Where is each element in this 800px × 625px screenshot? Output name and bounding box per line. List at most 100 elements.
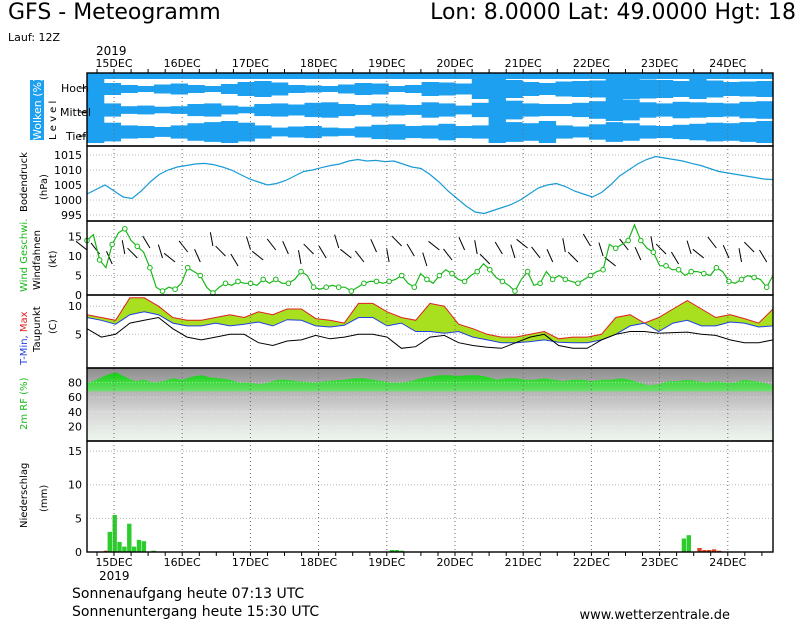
cloud-cell	[505, 100, 523, 120]
wind-speed-marker	[549, 276, 556, 283]
cloud-cell	[739, 122, 757, 142]
year-label-top: 2019	[96, 44, 127, 58]
pressure-line	[86, 155, 774, 215]
cloud-cell	[404, 105, 423, 115]
wind-speed-marker	[285, 280, 292, 287]
cloud-cell	[572, 81, 590, 97]
cloud-cell	[455, 126, 473, 139]
cloud-cell	[170, 125, 188, 139]
cloud-cell	[388, 86, 406, 92]
wind-unit: (kt)	[48, 250, 59, 268]
wind-barb	[567, 251, 579, 263]
humidity-tick-label: 80	[68, 377, 82, 390]
pressure-tick-label: 1000	[54, 194, 82, 207]
wind-barb	[546, 249, 554, 263]
day-label-top: 15DEC	[95, 57, 132, 70]
wind-barb	[516, 238, 528, 249]
cloud-cell	[388, 124, 406, 140]
pressure-ylabel: Bodendruck	[19, 152, 30, 212]
wind-speed-marker	[499, 278, 506, 285]
day-label-top: 19DEC	[368, 57, 405, 70]
wind-barb	[106, 251, 113, 265]
cloud-cell	[639, 79, 657, 99]
sunset-text: Sonnenuntergang heute 15:30 UTC	[72, 604, 320, 620]
cloud-cell	[304, 102, 322, 118]
humidity-tick-label: 40	[68, 406, 82, 419]
wind-speed-marker	[335, 284, 342, 291]
cloud-cell	[254, 104, 272, 117]
wind-barb	[634, 247, 642, 261]
precip-tick-label: 10	[68, 479, 82, 492]
cloud-cell	[538, 104, 557, 117]
precip-bar	[389, 550, 395, 552]
wind-barb	[458, 237, 466, 251]
wind-speed-marker	[449, 270, 455, 277]
wind-barb	[759, 249, 768, 263]
cloud-cell	[338, 128, 356, 136]
wind-barb	[655, 243, 667, 255]
cloud-cell	[655, 103, 674, 117]
cloud-cell	[672, 101, 690, 119]
cloud-cell	[756, 101, 774, 119]
cloud-cell	[505, 122, 523, 142]
cloud-cell	[722, 123, 741, 141]
cloud-cell	[137, 126, 155, 139]
precip-bar	[131, 546, 137, 552]
wind-barb	[743, 241, 755, 253]
day-label-bottom: 17DEC	[232, 556, 269, 569]
wind-speed-marker	[310, 284, 317, 291]
wind-speed-marker	[701, 270, 707, 277]
wind-speed-marker	[474, 268, 481, 275]
temperature-ylabel-2: Taupunkt	[32, 306, 43, 353]
temperature-tick-label: 5	[75, 328, 82, 341]
wind-barb	[474, 240, 478, 255]
wind-speed-marker	[600, 266, 606, 273]
humidity-ylabel: 2m RF (%)	[19, 377, 30, 430]
day-label-bottom: 19DEC	[368, 556, 405, 569]
cloud-label-bg	[30, 80, 44, 140]
precip-tick-label: 0	[75, 546, 82, 559]
cloud-cell	[321, 102, 339, 118]
cloud-cell	[321, 86, 339, 92]
day-label-top: 18DEC	[300, 57, 337, 70]
wind-barb	[318, 245, 327, 259]
wind-speed-marker	[386, 278, 392, 285]
wind-barb	[722, 245, 730, 259]
wind-barb	[510, 244, 516, 259]
source-link[interactable]: www.wetterzentrale.de	[579, 608, 730, 623]
wind-barb	[422, 252, 428, 267]
cloud-cell	[438, 123, 456, 141]
wind-speed-marker	[713, 264, 720, 271]
wind-speed-marker	[273, 276, 279, 283]
wind-barb	[598, 242, 604, 257]
wind-barb	[282, 241, 289, 255]
wind-tick-label: 15	[68, 231, 82, 244]
cloud-cell	[689, 79, 707, 99]
cloud-cell	[622, 99, 640, 121]
wind-speed-marker	[763, 284, 770, 291]
wind-barb	[251, 250, 264, 261]
precip-bar	[141, 541, 147, 552]
cloud-level-label: Hoch	[61, 82, 89, 95]
wind-barb	[619, 238, 629, 251]
cloud-cell	[103, 122, 121, 142]
precip-bar	[127, 523, 132, 552]
cloud-cell	[438, 82, 456, 96]
day-label-top: 20DEC	[436, 57, 473, 70]
chart-title: GFS - Meteogramm	[8, 0, 221, 25]
day-label-top: 22DEC	[573, 57, 610, 70]
cloud-cell	[237, 106, 255, 114]
year-label-bottom: 2019	[99, 569, 130, 583]
wind-speed-marker	[751, 274, 757, 281]
wind-barb	[75, 240, 88, 251]
cloud-cell	[137, 86, 155, 92]
cloud-cell	[287, 85, 306, 93]
cloud-cell	[706, 102, 724, 118]
cloud-cell	[739, 81, 757, 97]
wind-speed-marker	[122, 226, 128, 232]
wind-speed-marker	[650, 249, 657, 255]
day-label-top: 17DEC	[232, 57, 269, 70]
cloud-cell	[371, 124, 389, 140]
cloud-cell	[522, 123, 540, 141]
cloud-cell	[120, 125, 138, 139]
